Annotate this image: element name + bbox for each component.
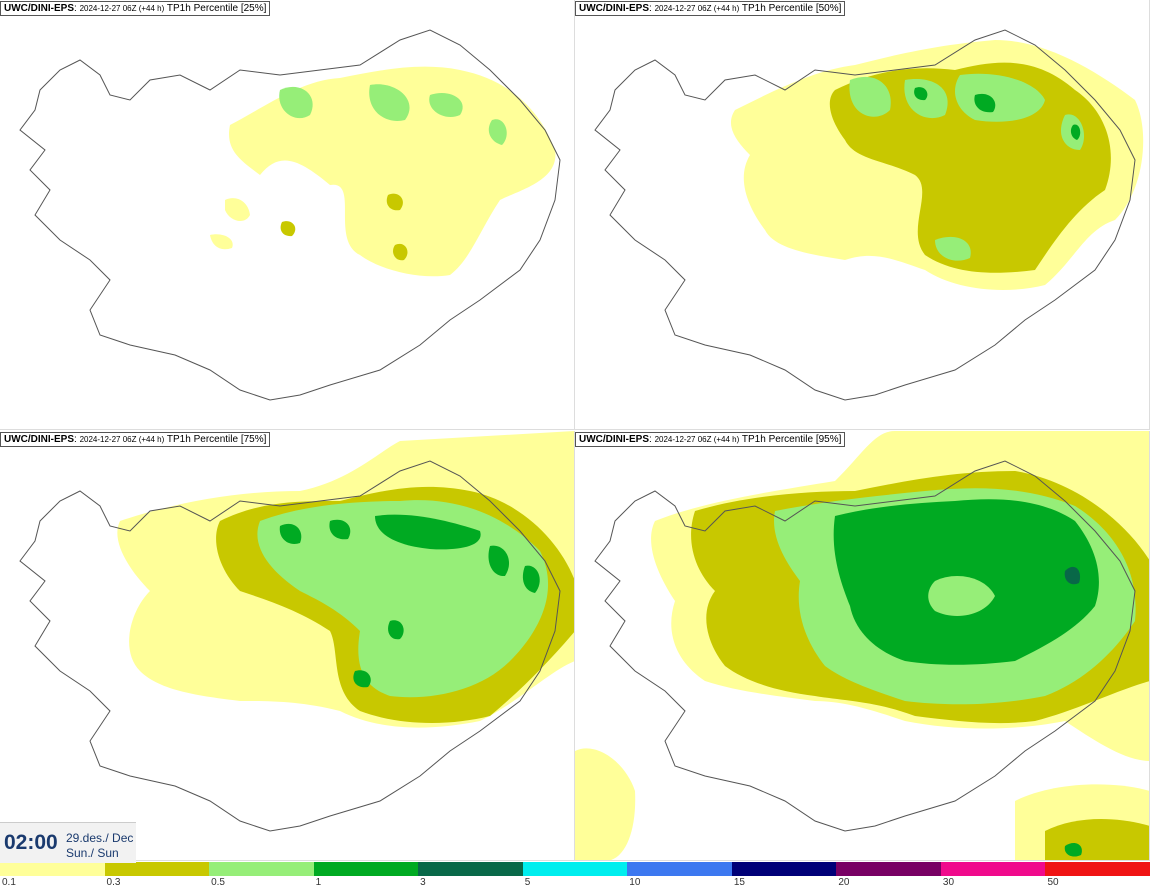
scale-tick-label: 0.1 [2,877,16,888]
precip-area-50 [730,40,1144,290]
scale-tick-label: 20 [838,877,850,888]
map-panel-50: UWC/DINI-EPS: 2024-12-27 06Z (+44 h) TP1… [575,0,1150,430]
panel-header: UWC/DINI-EPS: 2024-12-27 06Z (+44 h) TP1… [0,432,271,447]
scale-swatch [731,862,837,876]
valid-date: 29.des./ Dec [66,831,134,845]
scale-tick-label: 10 [629,877,641,888]
scale-swatch [627,862,733,876]
precip-area-25 [210,66,556,277]
scale-swatch [313,862,419,876]
scale-tick-label: 1 [315,877,322,888]
scale-swatch [522,862,628,876]
scale-swatch [0,862,106,876]
scale-tick-label: 50 [1047,877,1059,888]
scale-tick-label: 3 [420,877,426,888]
precip-map-50 [594,29,1144,401]
scale-swatch [1045,862,1150,876]
scale-tick-label: 30 [942,877,955,888]
panel-header: UWC/DINI-EPS: 2024-12-27 06Z (+44 h) TP1… [0,1,271,16]
valid-day: Sun./ Sun [66,846,119,860]
iceland-outline-map [594,29,1136,401]
valid-time: 02:00 [4,831,58,854]
scale-swatch [836,862,942,876]
scale-swatch [940,862,1046,876]
panel-header: UWC/DINI-EPS: 2024-12-27 06Z (+44 h) TP1… [575,1,846,16]
valid-time-box: 02:00 29.des./ Dec Sun./ Sun [0,822,136,863]
precip-map-25 [19,29,561,401]
precip-area-75 [117,431,574,728]
scale-tick-label: 0.3 [106,877,121,888]
panel-header: UWC/DINI-EPS: 2024-12-27 06Z (+44 h) TP1… [575,432,846,447]
scale-tick-label: 15 [733,877,745,888]
map-panel-95: UWC/DINI-EPS: 2024-12-27 06Z (+44 h) TP1… [575,431,1150,861]
iceland-outline-map [594,460,1136,832]
scale-swatch [418,862,524,876]
iceland-outline-map [19,29,561,401]
precip-map-95 [575,431,1149,860]
scale-tick-label: 5 [524,877,531,888]
precip-map-75 [19,431,574,832]
iceland-outline-map [19,460,561,832]
precip-area-95 [575,431,1149,860]
map-panel-25: UWC/DINI-EPS: 2024-12-27 06Z (+44 h) TP1… [0,0,575,430]
map-panel-75: UWC/DINI-EPS: 2024-12-27 06Z (+44 h) TP1… [0,431,575,861]
scale-swatch [104,862,210,876]
scale-swatch [209,862,315,876]
scale-tick-label: 0.5 [211,877,225,888]
color-scale-legend: 0.1 0.3 0.5 1 3 5 10 15 20 30 50 [0,862,1150,891]
